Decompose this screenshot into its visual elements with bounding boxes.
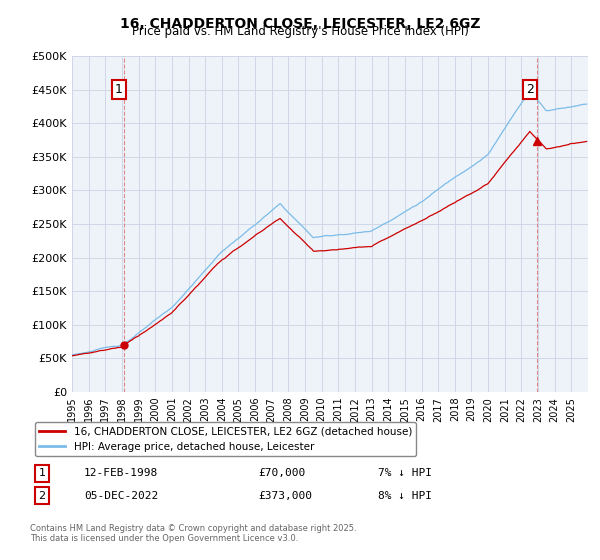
Text: £70,000: £70,000 — [258, 468, 305, 478]
Text: 7% ↓ HPI: 7% ↓ HPI — [378, 468, 432, 478]
Legend: 16, CHADDERTON CLOSE, LEICESTER, LE2 6GZ (detached house), HPI: Average price, d: 16, CHADDERTON CLOSE, LEICESTER, LE2 6GZ… — [35, 422, 416, 456]
Text: 05-DEC-2022: 05-DEC-2022 — [84, 491, 158, 501]
Text: Price paid vs. HM Land Registry's House Price Index (HPI): Price paid vs. HM Land Registry's House … — [131, 25, 469, 38]
Text: £373,000: £373,000 — [258, 491, 312, 501]
Text: 1: 1 — [115, 83, 123, 96]
Text: 2: 2 — [38, 491, 46, 501]
Text: 12-FEB-1998: 12-FEB-1998 — [84, 468, 158, 478]
Text: Contains HM Land Registry data © Crown copyright and database right 2025.
This d: Contains HM Land Registry data © Crown c… — [30, 524, 356, 543]
Text: 16, CHADDERTON CLOSE, LEICESTER, LE2 6GZ: 16, CHADDERTON CLOSE, LEICESTER, LE2 6GZ — [120, 17, 480, 31]
Text: 1: 1 — [38, 468, 46, 478]
Text: 8% ↓ HPI: 8% ↓ HPI — [378, 491, 432, 501]
Text: 2: 2 — [526, 83, 534, 96]
